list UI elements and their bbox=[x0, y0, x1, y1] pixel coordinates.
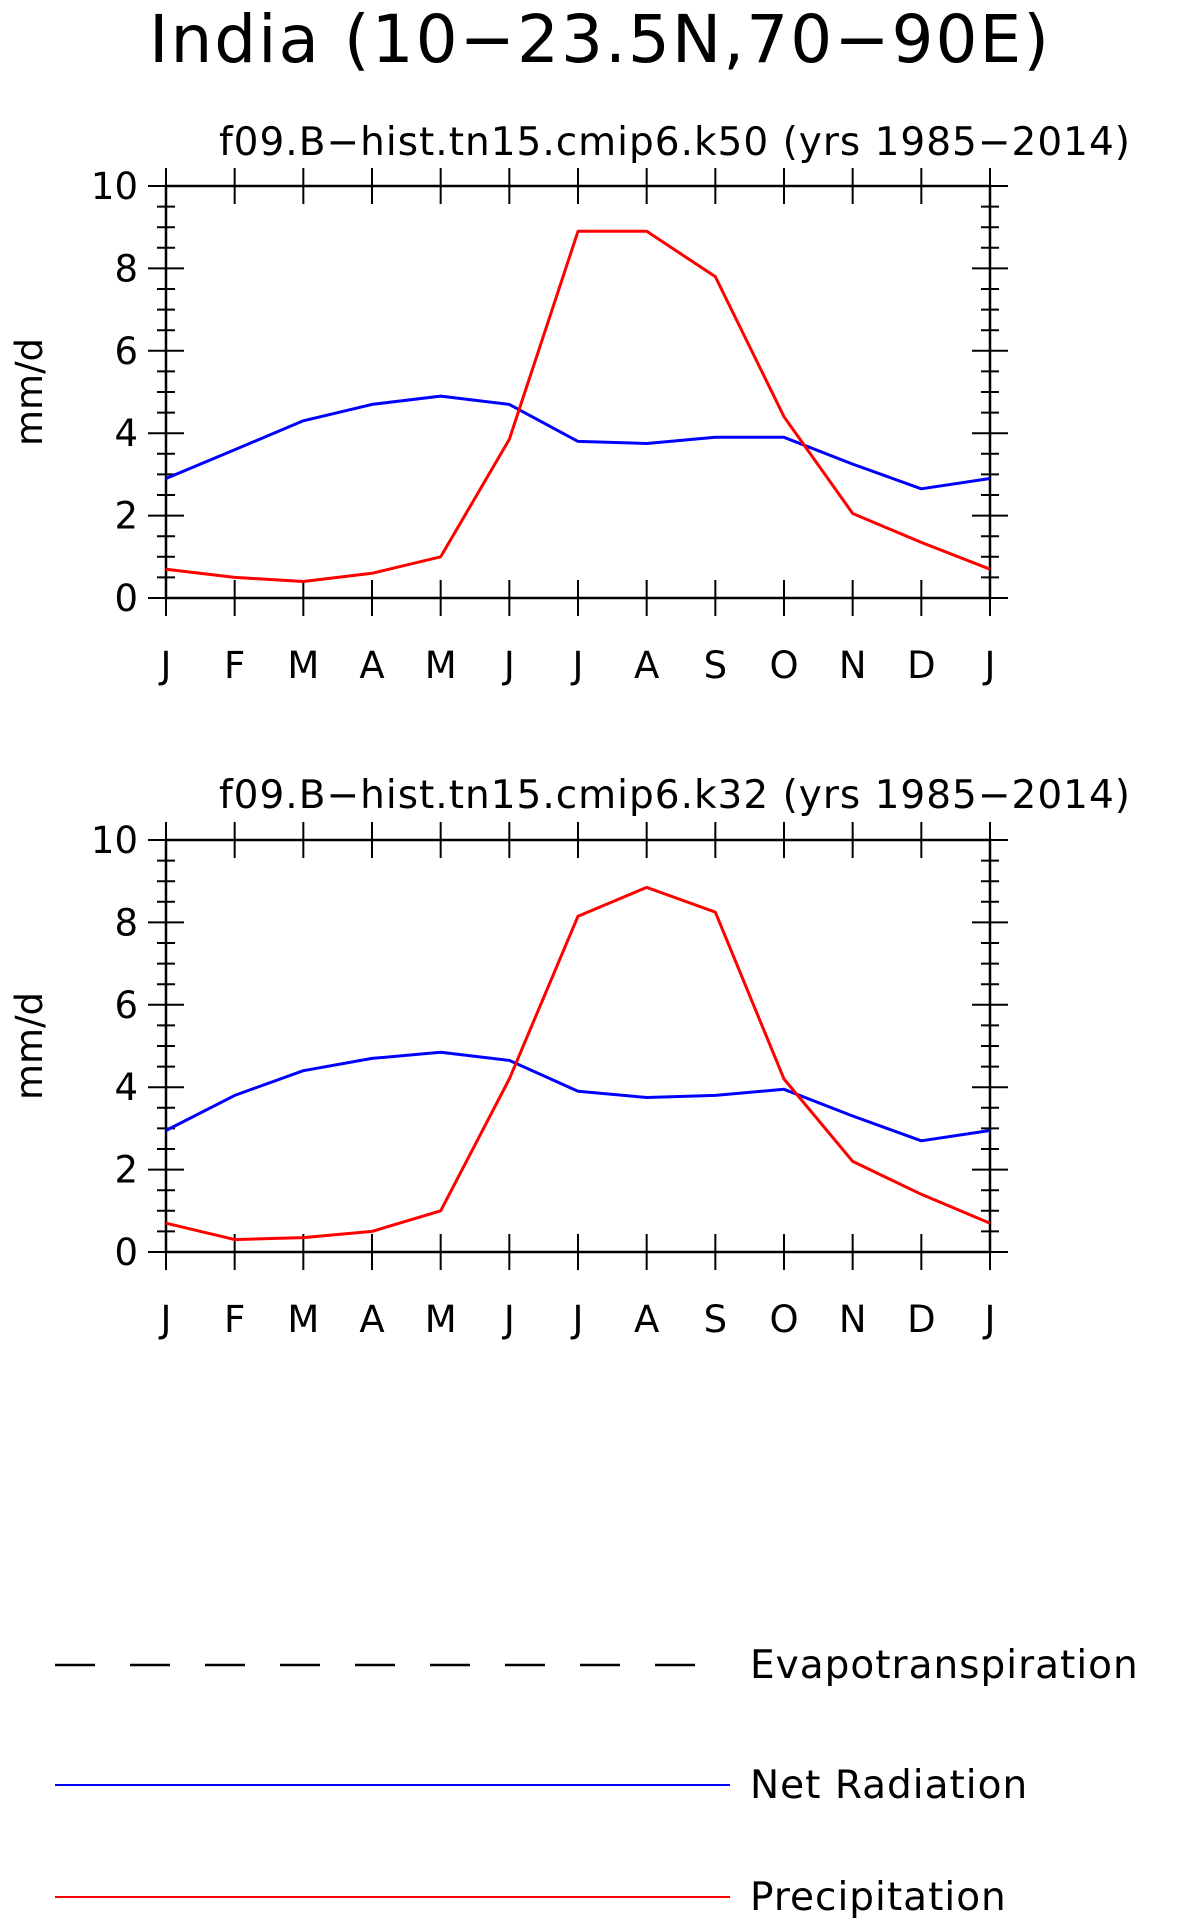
legend-label-precipitation: Precipitation bbox=[750, 1875, 1007, 1920]
x-tick-label: J bbox=[159, 1298, 172, 1341]
x-tick-label: A bbox=[359, 644, 384, 687]
x-tick-label: S bbox=[704, 1298, 728, 1341]
chart-panel-1: f09.B−hist.tn15.cmip6.k32 (yrs 1985−2014… bbox=[8, 773, 1131, 1341]
x-tick-label: D bbox=[907, 644, 936, 687]
x-tick-label: O bbox=[769, 1298, 798, 1341]
x-tick-label: J bbox=[159, 644, 172, 687]
y-tick-label: 6 bbox=[114, 330, 138, 373]
x-tick-label: J bbox=[571, 644, 584, 687]
y-tick-label: 0 bbox=[114, 577, 138, 620]
y-axis-label-0: mm/d bbox=[8, 338, 51, 446]
legend-label-evapotranspiration: Evapotranspiration bbox=[750, 1643, 1139, 1688]
plot-frame bbox=[164, 184, 992, 600]
chart-panel-0: f09.B−hist.tn15.cmip6.k50 (yrs 1985−2014… bbox=[8, 120, 1131, 687]
series-line-precipitation bbox=[165, 229, 991, 583]
y-tick-label: 8 bbox=[114, 901, 138, 944]
x-tick-label: J bbox=[983, 1298, 996, 1341]
x-tick-label: N bbox=[839, 1298, 867, 1341]
y-tick-label: 0 bbox=[114, 1231, 138, 1274]
y-tick-label: 8 bbox=[114, 247, 138, 290]
y-tick-label: 2 bbox=[114, 495, 138, 538]
y-tick-label: 4 bbox=[114, 412, 138, 455]
series-line-net-radiation bbox=[165, 1050, 991, 1143]
x-tick-label: J bbox=[983, 644, 996, 687]
x-tick-label: M bbox=[425, 1298, 457, 1341]
x-tick-label: D bbox=[907, 1298, 936, 1341]
figure-title: India (10−23.5N,70−90E) bbox=[149, 1, 1051, 78]
series-line-precipitation bbox=[165, 885, 991, 1242]
y-tick-label: 2 bbox=[114, 1149, 138, 1192]
x-tick-label: F bbox=[224, 1298, 245, 1341]
series-line-net-radiation bbox=[165, 394, 991, 491]
panel-title-0: f09.B−hist.tn15.cmip6.k50 (yrs 1985−2014… bbox=[219, 120, 1131, 165]
x-tick-label: F bbox=[224, 644, 245, 687]
x-tick-label: N bbox=[839, 644, 867, 687]
x-tick-label: O bbox=[769, 644, 798, 687]
y-tick-label: 4 bbox=[114, 1066, 138, 1109]
legend: Evapotranspiration Net Radiation Precipi… bbox=[55, 1643, 1139, 1920]
x-tick-label: M bbox=[425, 644, 457, 687]
y-tick-label: 10 bbox=[91, 165, 138, 208]
x-tick-label: A bbox=[634, 1298, 659, 1341]
x-tick-label: M bbox=[287, 1298, 319, 1341]
x-tick-label: S bbox=[704, 644, 728, 687]
y-tick-label: 6 bbox=[114, 984, 138, 1027]
x-tick-label: A bbox=[359, 1298, 384, 1341]
y-axis-label-1: mm/d bbox=[8, 992, 51, 1100]
x-tick-label: J bbox=[502, 1298, 515, 1341]
x-tick-label: J bbox=[571, 1298, 584, 1341]
legend-label-net-radiation: Net Radiation bbox=[750, 1763, 1028, 1808]
y-tick-label: 10 bbox=[91, 819, 138, 862]
x-tick-label: M bbox=[287, 644, 319, 687]
x-tick-label: A bbox=[634, 644, 659, 687]
x-tick-label: J bbox=[502, 644, 515, 687]
panel-title-1: f09.B−hist.tn15.cmip6.k32 (yrs 1985−2014… bbox=[219, 773, 1131, 818]
plot-frame bbox=[164, 838, 992, 1254]
